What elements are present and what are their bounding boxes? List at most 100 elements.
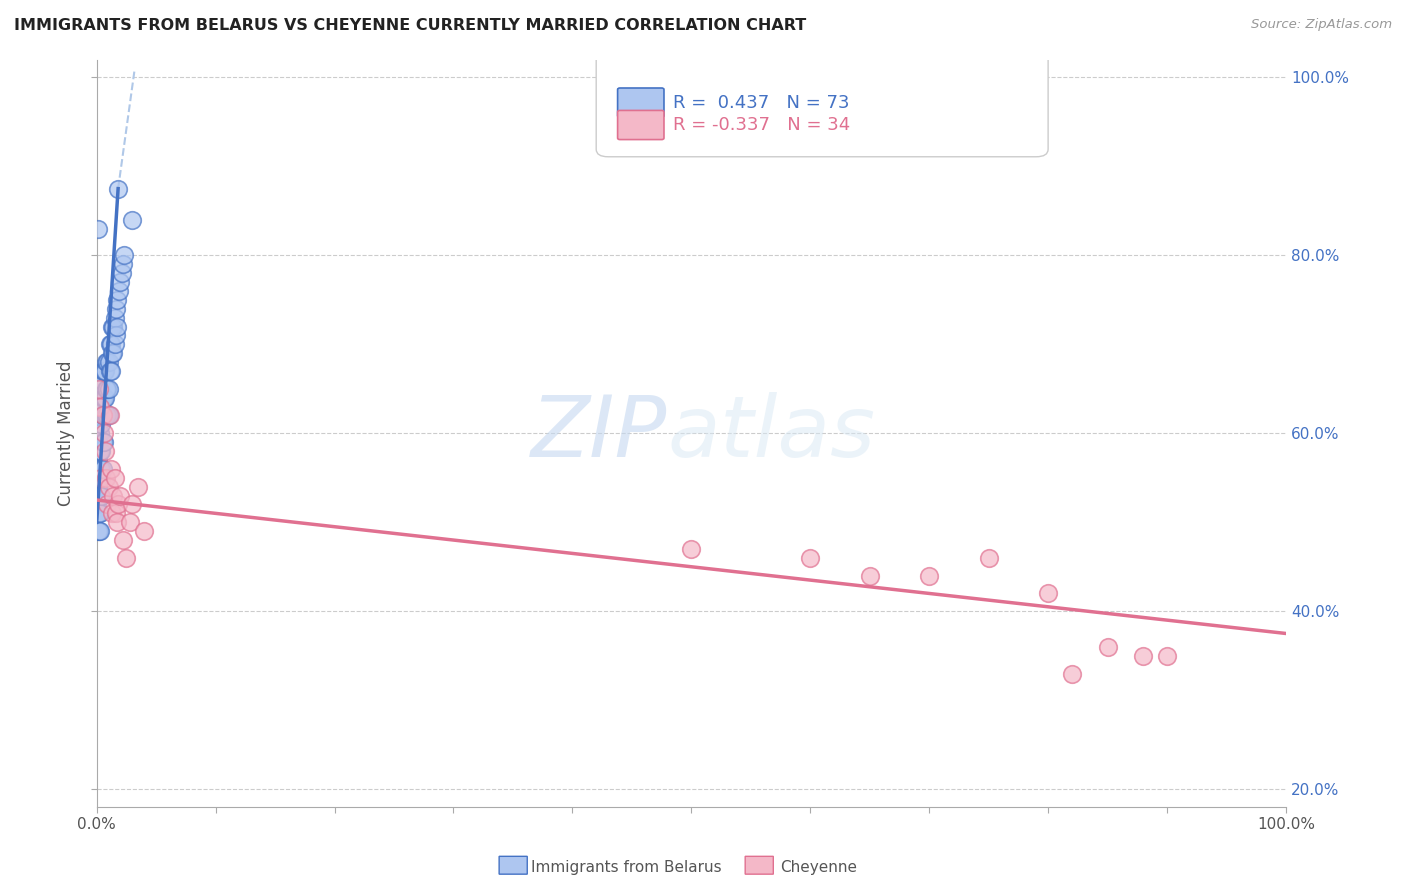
Point [89,524,111,538]
Point [977,550,1000,565]
Point [87,444,110,458]
Point [100,337,122,351]
Point [94,364,117,378]
Point [87,426,110,441]
Point [90,471,112,485]
Point [87,409,110,423]
Point [93,435,115,450]
Point [89,507,111,521]
Point [103,346,125,360]
Point [121,498,143,512]
Point [96,471,118,485]
Point [111,533,134,547]
Text: Cheyenne: Cheyenne [780,860,858,874]
Point [101,346,124,360]
Point [97,480,120,494]
Point [93,409,115,423]
Point [94,391,117,405]
Point [87,417,110,432]
Point [101,507,124,521]
Point [105,293,128,307]
Point [89,400,111,414]
Point [108,284,131,298]
Point [87,382,110,396]
Point [93,364,115,378]
Point [859,568,882,582]
Point [89,444,111,458]
Point [89,400,111,414]
Text: atlas: atlas [668,392,876,475]
Point [93,391,115,405]
Point [91,409,114,423]
Point [87,524,110,538]
Point [127,480,149,494]
Point [87,489,110,503]
Point [103,310,125,325]
Point [87,507,110,521]
Point [91,409,114,423]
Point [104,507,127,521]
Point [111,266,134,280]
Text: Source: ZipAtlas.com: Source: ZipAtlas.com [1251,18,1392,31]
FancyBboxPatch shape [499,856,527,874]
Point [90,373,112,387]
Y-axis label: Currently Married: Currently Married [58,360,75,506]
Point [91,391,114,405]
Point [90,444,112,458]
Point [90,489,112,503]
Point [94,409,117,423]
Point [681,541,703,556]
Point [103,489,125,503]
Point [96,355,118,369]
Point [115,550,138,565]
Point [90,462,112,476]
Point [89,382,111,396]
Point [96,409,118,423]
Point [97,382,120,396]
Point [1097,640,1119,654]
FancyBboxPatch shape [617,111,664,139]
Point [87,524,110,538]
Point [118,515,141,529]
Point [103,471,125,485]
Point [96,498,118,512]
Point [90,417,112,432]
Point [96,382,118,396]
Point [97,355,120,369]
Point [107,181,129,195]
Point [112,248,135,262]
Point [799,550,821,565]
Point [91,462,114,476]
Point [97,409,120,423]
Point [87,507,110,521]
Point [89,426,111,441]
Text: Immigrants from Belarus: Immigrants from Belarus [531,860,723,874]
Point [1036,586,1059,600]
Point [87,391,110,405]
Point [107,498,129,512]
Point [103,319,125,334]
Point [111,257,134,271]
Point [89,462,111,476]
Point [100,364,122,378]
Point [87,221,110,235]
Point [87,453,110,467]
Point [91,364,114,378]
Point [86,471,108,485]
Point [100,462,122,476]
Point [110,489,132,503]
Point [98,337,121,351]
Point [87,471,110,485]
Point [104,328,127,343]
Text: IMMIGRANTS FROM BELARUS VS CHEYENNE CURRENTLY MARRIED CORRELATION CHART: IMMIGRANTS FROM BELARUS VS CHEYENNE CURR… [14,18,806,33]
Text: R = -0.337   N = 34: R = -0.337 N = 34 [673,116,851,135]
Point [87,480,110,494]
Point [1132,648,1154,663]
FancyBboxPatch shape [617,88,664,117]
Point [98,364,121,378]
Text: ZIP: ZIP [531,392,668,475]
Point [110,275,132,289]
Point [105,319,128,334]
Point [121,212,143,227]
Point [104,301,127,316]
